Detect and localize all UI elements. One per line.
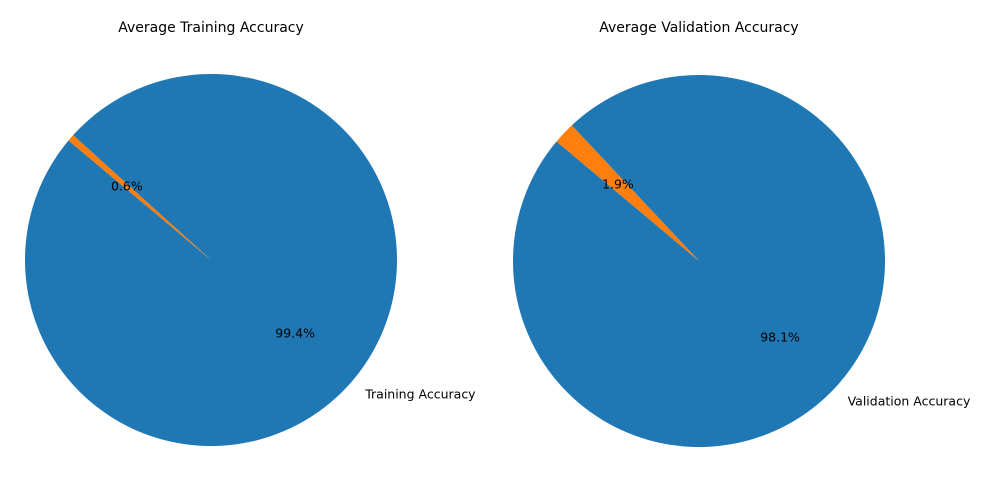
slice-percent-label: 99.4% [275,325,315,340]
slice-percent-label: 1.9% [602,176,634,191]
chart-title: Average Validation Accuracy [599,20,798,36]
pie-slice-1 [513,74,886,447]
slice-name-label: Training Accuracy [364,386,476,401]
chart-title: Average Training Accuracy [118,20,304,36]
slice-percent-label: 0.6% [111,179,143,194]
pie-slice-2 [556,125,699,262]
pie-chart-1: Average Training Accuracy Training Accura… [24,20,476,446]
pie-slice-2 [68,135,211,260]
slice-percent-label: 98.1% [760,330,800,345]
pie-slice-1 [24,73,398,446]
slice-name-label: Validation Accuracy [848,394,971,409]
pie-chart-2: Average Validation Accuracy Validation Ac… [513,20,971,447]
